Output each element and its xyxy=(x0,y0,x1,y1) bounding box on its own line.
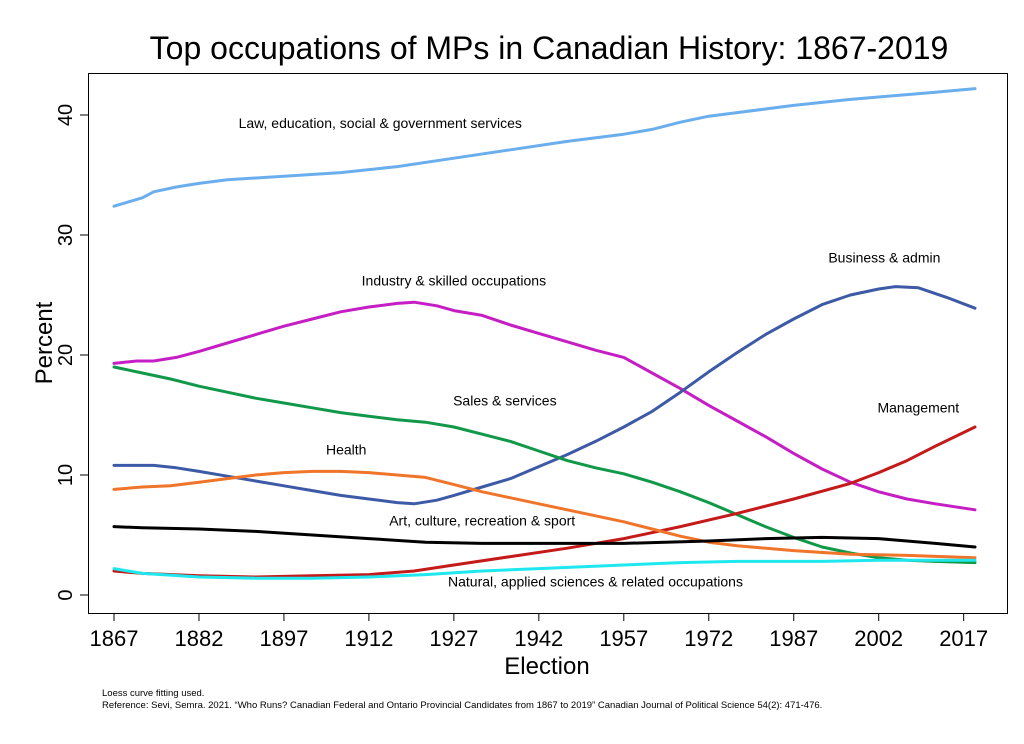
y-tick-label: 20 xyxy=(55,344,77,366)
series-label-business-admin: Business & admin xyxy=(828,250,940,266)
method-note: Loess curve fitting used. xyxy=(102,688,205,699)
y-tick-label: 40 xyxy=(55,104,77,126)
x-tick-label: 1882 xyxy=(174,626,223,651)
series-line-art-culture-recreation-sport xyxy=(112,525,977,549)
x-tick-label: 2002 xyxy=(854,626,903,651)
y-tick-label: 0 xyxy=(55,589,77,600)
series-line-industry-skilled-occupations xyxy=(112,300,977,512)
x-tick-label: 1912 xyxy=(344,626,393,651)
x-tick-label: 2017 xyxy=(939,626,988,651)
x-tick-label: 1942 xyxy=(514,626,563,651)
x-tick-label: 1957 xyxy=(599,626,648,651)
series-labels: Law, education, social & government serv… xyxy=(239,115,960,589)
series-label-natural-applied-sciences-related-occupations: Natural, applied sciences & related occu… xyxy=(448,574,743,590)
series-line-sales-services xyxy=(112,365,977,565)
series-line-law-education-social-government-services xyxy=(112,87,977,208)
x-tick-label: 1972 xyxy=(684,626,733,651)
x-axis: 1867 1882 1897 1912 1927 1942 1957 1972 1987 2002… xyxy=(90,613,988,651)
series-line-health xyxy=(112,469,977,560)
y-tick-label: 10 xyxy=(55,464,77,486)
series-label-industry-skilled-occupations: Industry & skilled occupations xyxy=(362,272,546,288)
plot-frame xyxy=(88,73,1008,614)
reference-note: Reference: Sevi, Semra. 2021. “Who Runs?… xyxy=(102,700,823,711)
series-lines xyxy=(112,87,977,580)
x-tick-label: 1927 xyxy=(429,626,478,651)
chart-title: Top occupations of MPs in Canadian Histo… xyxy=(150,30,949,66)
series-label-law-education-social-government-services: Law, education, social & government serv… xyxy=(239,115,522,131)
y-axis: 0 10 20 30 40 xyxy=(55,104,88,601)
series-label-sales-services: Sales & services xyxy=(453,392,556,408)
series-line-business-admin xyxy=(112,285,977,506)
x-tick-label: 1897 xyxy=(259,626,308,651)
x-tick-label: 1867 xyxy=(90,626,139,651)
series-label-health: Health xyxy=(326,442,366,458)
series-line-natural-applied-sciences-related-occupations xyxy=(112,558,977,580)
series-label-art-culture-recreation-sport: Art, culture, recreation & sport xyxy=(389,512,575,528)
y-tick-label: 30 xyxy=(55,224,77,246)
series-label-management: Management xyxy=(877,400,959,416)
x-tick-label: 1987 xyxy=(769,626,818,651)
y-axis-title: Percent xyxy=(31,301,58,384)
x-axis-title: Election xyxy=(504,653,589,680)
